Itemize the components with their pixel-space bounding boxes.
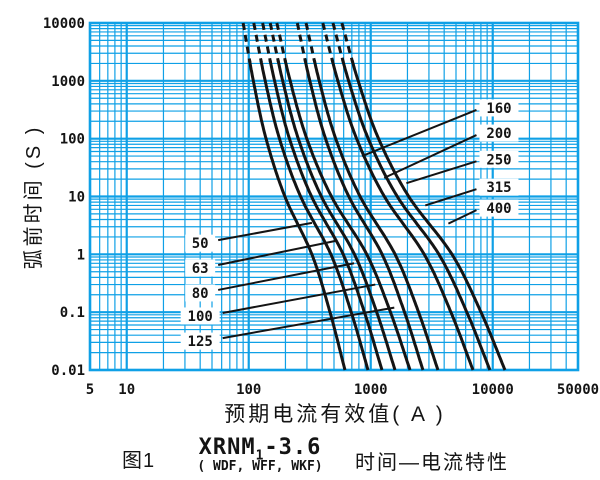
curve-label-box-400	[479, 199, 519, 217]
curve-label-box-125	[180, 332, 220, 350]
model-suffix: -3.6	[264, 435, 322, 460]
x-tick-label-100: 100	[236, 382, 261, 398]
curve-label-400: 400	[486, 201, 511, 217]
x-tick-label-10000: 10000	[472, 382, 514, 398]
curve-label-box-100	[180, 307, 220, 325]
curve-label-box-50	[185, 234, 216, 252]
fuse-curve-50	[248, 59, 347, 371]
model-designation: XRNM1-3.6	[170, 435, 350, 463]
fuse-curve-200-dashed	[304, 22, 317, 63]
fuse-curve-160-dashed	[295, 22, 308, 63]
fuse-curve-125	[283, 59, 412, 371]
leader-line-400	[447, 209, 477, 225]
leader-line-100	[222, 283, 376, 314]
leader-line-200	[383, 134, 477, 179]
fuse-curve-400	[350, 59, 507, 371]
fuse-curve-125-dashed	[275, 22, 288, 63]
fuse-curve-80	[268, 59, 384, 371]
curve-label-160: 160	[486, 101, 511, 117]
fuse-curve-315	[341, 59, 492, 371]
leader-line-160	[361, 109, 477, 158]
y-tick-label-1000: 1000	[51, 74, 85, 90]
curve-label-box-315	[479, 178, 519, 196]
y-tick-label-0.1: 0.1	[60, 305, 85, 321]
curve-label-80: 80	[192, 286, 209, 302]
fuse-curve-100-dashed	[268, 22, 280, 63]
fuse-curve-400-dashed	[340, 22, 355, 63]
fuse-curve-63-dashed	[252, 22, 263, 63]
model-subscript: 1	[255, 448, 265, 464]
curve-label-63: 63	[192, 261, 209, 277]
y-tick-label-0.01: 0.01	[51, 363, 85, 379]
curve-label-200: 200	[486, 126, 511, 142]
curve-label-box-80	[185, 284, 216, 302]
model-variants: ( WDF, WFF, WKF)	[197, 459, 323, 474]
fuse-curve-315-dashed	[331, 22, 345, 63]
leader-line-315	[424, 188, 477, 207]
x-tick-label-50000: 50000	[557, 382, 599, 398]
y-tick-label-10: 10	[68, 190, 85, 206]
leader-line-80	[217, 262, 355, 291]
curve-label-box-63	[185, 259, 216, 277]
leader-line-250	[406, 160, 477, 185]
fuse-curve-50-dashed	[241, 22, 252, 63]
fuse-curve-200	[312, 59, 440, 371]
model-prefix: XRNM	[198, 435, 256, 460]
curve-label-box-200	[479, 124, 519, 142]
curve-label-250: 250	[486, 152, 511, 168]
curve-label-50: 50	[192, 236, 209, 252]
x-axis-title: 预期电流有效值( A )	[224, 403, 446, 426]
leader-line-50	[217, 221, 313, 242]
figure-number: 图1	[122, 450, 156, 472]
curve-label-125: 125	[188, 334, 213, 350]
fuse-curve-100	[276, 59, 397, 371]
y-tick-label-100: 100	[60, 132, 85, 148]
curve-label-315: 315	[486, 180, 511, 196]
curve-label-box-250	[479, 150, 519, 168]
fuse-curve-250	[330, 59, 475, 371]
x-tick-label-10: 10	[118, 382, 135, 398]
curve-label-box-160	[479, 99, 519, 117]
y-tick-label-1: 1	[77, 247, 85, 263]
y-axis-title: 弧前时间 (S )	[23, 124, 45, 270]
x-tick-label-5: 5	[86, 382, 94, 398]
x-tick-label-1000: 1000	[354, 382, 388, 398]
y-tick-label-10000: 10000	[43, 16, 85, 32]
leader-line-63	[217, 240, 336, 266]
fuse-curve-80-dashed	[261, 22, 272, 63]
curve-label-100: 100	[188, 309, 213, 325]
caption-title: 时间—电流特性	[355, 452, 509, 474]
fuse-curve-63	[259, 59, 370, 371]
fuse-curve-160	[303, 59, 425, 371]
fuse-curve-250-dashed	[321, 22, 335, 63]
